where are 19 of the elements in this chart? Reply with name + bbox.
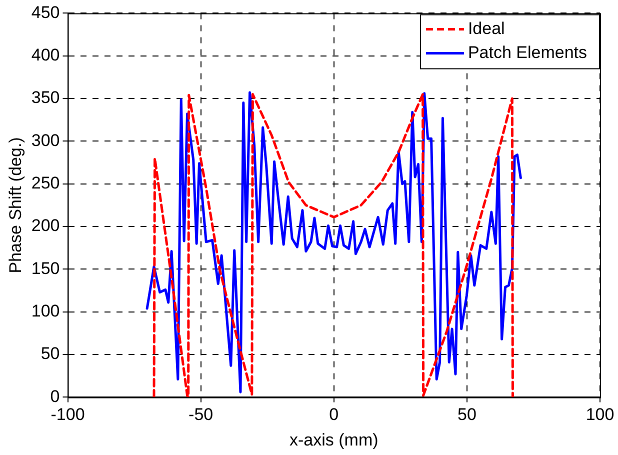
x-tick-label: -100 — [50, 405, 85, 424]
legend-label: Ideal — [468, 18, 505, 38]
y-tick-label: 100 — [31, 302, 60, 321]
x-tick-label: 0 — [329, 405, 339, 424]
legend-label: Patch Elements — [468, 42, 588, 62]
y-tick-label: 300 — [31, 130, 60, 150]
y-tick-label: 150 — [31, 258, 60, 278]
x-tick-label: 100 — [586, 405, 614, 424]
y-axis-title: Phase Shift (deg.) — [6, 137, 25, 274]
y-tick-label: 50 — [40, 344, 60, 364]
x-tick-label: 50 — [457, 405, 476, 424]
y-tick-label: 250 — [31, 174, 60, 193]
x-tick-label: -50 — [188, 405, 214, 424]
y-tick-label: 350 — [31, 88, 60, 108]
y-tick-label: 450 — [31, 2, 60, 22]
x-axis-title: x-axis (mm) — [290, 430, 378, 450]
y-tick-label: 400 — [31, 46, 60, 65]
y-tick-label: 200 — [31, 216, 60, 236]
y-tick-label: 0 — [50, 386, 60, 406]
